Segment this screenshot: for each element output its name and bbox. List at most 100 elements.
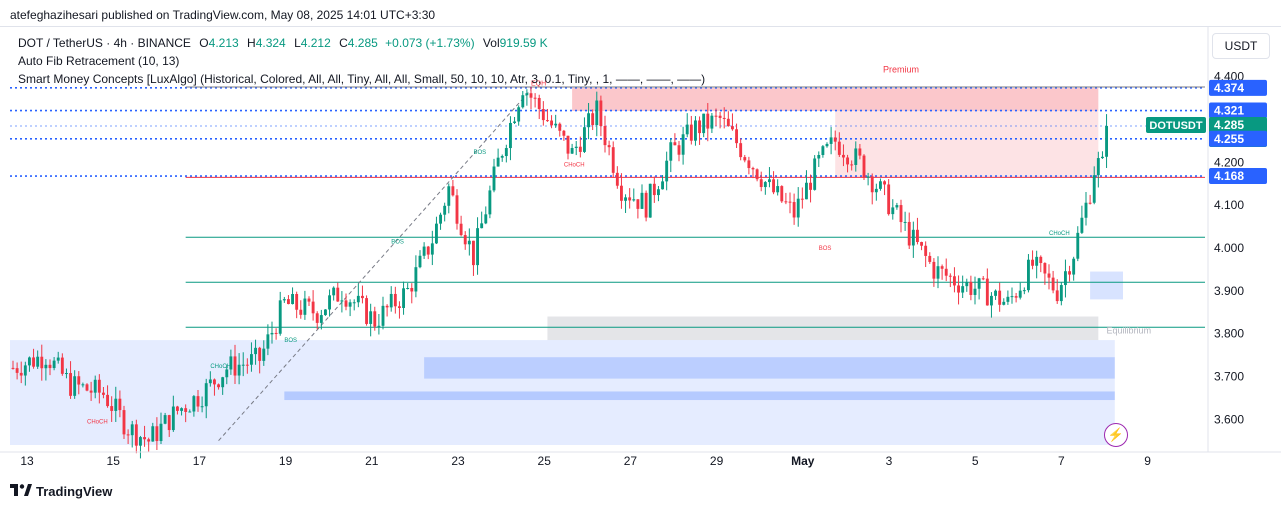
candle-body [311, 301, 315, 314]
candle-body [842, 154, 845, 158]
candle-body [973, 288, 977, 295]
candle-body [245, 364, 249, 366]
candle-body [134, 424, 138, 446]
tradingview-logo[interactable]: TradingView [10, 484, 112, 499]
y-tick-label: 4.000 [1214, 241, 1244, 255]
indicator-fib[interactable]: Auto Fib Retracement (10, 13) [18, 54, 180, 68]
candle-body [648, 183, 652, 218]
candle-body [969, 281, 973, 295]
candle-body [928, 255, 932, 262]
candle-body [480, 223, 484, 229]
x-tick-label: 3 [886, 454, 893, 468]
y-tick-label: 3.700 [1214, 369, 1244, 383]
premium-zone [835, 110, 1099, 178]
candle-body [221, 377, 225, 388]
candle-body [961, 286, 965, 293]
candle-body [850, 164, 854, 166]
premium-zone-top [572, 87, 1099, 111]
candle-body [324, 309, 327, 316]
candle-body [455, 195, 459, 224]
candle-body [365, 298, 368, 324]
candle-body [369, 311, 373, 324]
candle-body [957, 285, 960, 293]
candle-body [328, 295, 331, 310]
candle-body [541, 109, 545, 121]
candle-body [402, 288, 405, 308]
premium-label: Premium [883, 64, 919, 74]
x-tick-label: 13 [20, 454, 34, 468]
candle-body [731, 126, 734, 130]
candle-body [981, 278, 985, 280]
candle-body [846, 157, 849, 165]
candle-body [685, 124, 689, 135]
candle-body [459, 223, 463, 236]
candle-body [439, 214, 442, 224]
candle-body [299, 309, 303, 315]
candle-body [233, 356, 237, 376]
chart-area[interactable]: EQH Premium BOS BOS BOS BOS CHoCH CHoCH CHoCH CHo… [0, 26, 1281, 475]
high-label: H [247, 36, 256, 50]
lightning-icon[interactable]: ⚡ [1104, 423, 1128, 447]
candle-body [924, 245, 928, 256]
candle-body [237, 364, 241, 376]
indicator-smc[interactable]: Smart Money Concepts [LuxAlgo] (Historic… [18, 72, 706, 86]
candle-body [1018, 290, 1022, 298]
candle-body [632, 199, 636, 201]
candle-body [225, 369, 229, 378]
candle-body [85, 384, 89, 391]
candle-body [874, 188, 878, 193]
candle-body [990, 295, 993, 306]
candle-body [800, 198, 804, 200]
candle-body [1047, 273, 1051, 278]
candle-body [866, 176, 870, 178]
candle-body [681, 134, 685, 155]
candle-body [751, 168, 755, 170]
candle-body [336, 287, 340, 302]
candle-body [60, 357, 64, 374]
candle-body [254, 347, 257, 355]
candle-body [509, 122, 512, 149]
candle-body [636, 199, 640, 209]
candle-body [52, 360, 56, 369]
candle-body [406, 287, 410, 289]
candle-body [65, 373, 68, 375]
candle-body [689, 124, 693, 141]
candle-body [529, 93, 533, 98]
candle-body [319, 315, 323, 323]
candle-body [574, 146, 578, 149]
equilibrium-zone [547, 316, 1099, 341]
fib-price-label: 4.374 [1214, 81, 1244, 95]
change-value: +0.073 (+1.73%) [385, 36, 475, 50]
brand-name: TradingView [36, 484, 113, 499]
currency-button[interactable]: USDT [1212, 33, 1270, 59]
bos-label: BOS [819, 246, 832, 252]
candle-body [772, 179, 775, 193]
candle-body [562, 130, 566, 136]
symbol-name-label: DOTUSDT [1149, 120, 1202, 132]
symbol-title[interactable]: DOT / TetherUS · 4h · BINANCE [18, 36, 191, 50]
open-label: O [199, 36, 209, 50]
x-tick-label: 25 [538, 454, 552, 468]
candle-body [340, 300, 344, 302]
candle-body [595, 100, 599, 126]
candle-body [570, 148, 574, 154]
candle-body [126, 434, 130, 436]
candlestick-chart[interactable]: EQH Premium BOS BOS BOS BOS CHoCH CHoCH CHoCH CHo… [0, 27, 1281, 475]
candle-body [763, 182, 767, 188]
candle-body [217, 384, 220, 388]
x-tick-label: 23 [451, 454, 465, 468]
low-value: 4.212 [300, 36, 331, 50]
candle-body [558, 123, 562, 131]
candle-body [102, 392, 105, 395]
candle-body [1088, 202, 1092, 204]
fib-price-tag [1209, 168, 1267, 185]
candle-body [657, 189, 660, 196]
x-tick-label: 9 [1144, 454, 1151, 468]
candle-body [698, 120, 701, 134]
candle-body [1014, 296, 1018, 298]
candle-body [176, 406, 179, 411]
candle-body [213, 379, 216, 385]
y-tick-label: 3.800 [1214, 327, 1244, 341]
x-tick-label: 29 [710, 454, 724, 468]
candle-body [393, 293, 397, 307]
